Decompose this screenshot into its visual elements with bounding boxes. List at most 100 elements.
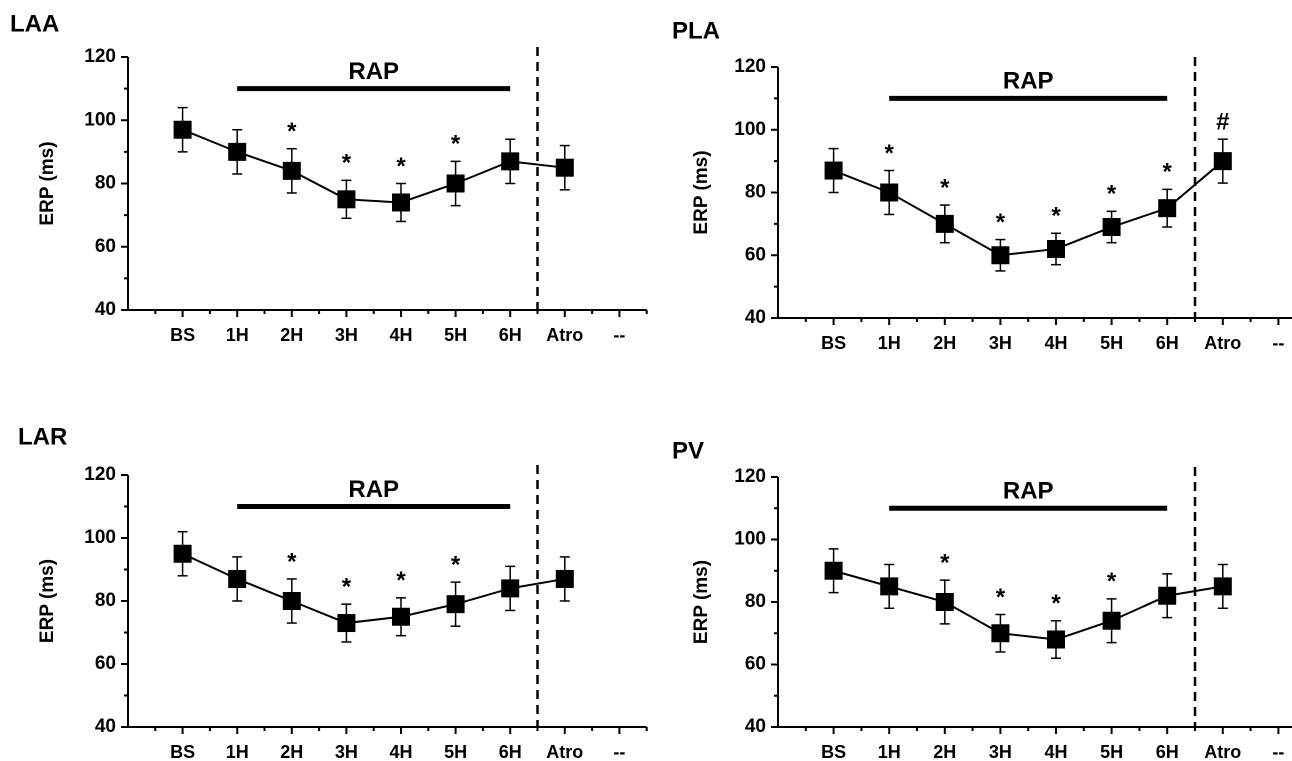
marker xyxy=(555,569,574,588)
panel-title: PLA xyxy=(672,17,720,44)
x-tick-label: 3H xyxy=(335,742,358,761)
y-tick-label: 80 xyxy=(745,591,766,612)
marker xyxy=(501,152,520,171)
panel-title: LAA xyxy=(10,10,59,37)
marker xyxy=(228,569,247,588)
panel-title: PV xyxy=(672,437,704,464)
y-tick-label: 120 xyxy=(734,56,766,77)
y-tick-label: 60 xyxy=(745,244,766,265)
y-tick-label: 40 xyxy=(95,299,116,320)
x-tick-label: BS xyxy=(170,325,195,345)
significance-label: * xyxy=(1107,181,1117,208)
span-label: RAP xyxy=(1003,478,1054,505)
x-tick-label: 5H xyxy=(444,742,467,761)
significance-label: * xyxy=(396,153,406,180)
significance-label: * xyxy=(1107,568,1117,595)
x-tick-label: 6H xyxy=(1156,742,1179,761)
y-tick-label: 80 xyxy=(95,590,116,611)
y-tick-label: 60 xyxy=(745,654,766,675)
y-tick-label: 120 xyxy=(84,46,116,67)
significance-label: * xyxy=(996,584,1006,611)
y-tick-label: 100 xyxy=(734,119,766,140)
marker xyxy=(337,190,356,209)
x-tick-label: 1H xyxy=(226,742,249,761)
significance-label: # xyxy=(1216,109,1229,136)
marker xyxy=(173,544,192,563)
x-tick-label: 4H xyxy=(1044,742,1067,761)
marker xyxy=(991,624,1010,643)
significance-label: * xyxy=(342,150,352,177)
x-tick-label: Atro xyxy=(546,325,583,345)
x-tick-label: BS xyxy=(170,742,195,761)
x-tick-label: 6H xyxy=(499,325,522,345)
x-tick-label: 5H xyxy=(1100,742,1123,761)
marker xyxy=(1102,611,1121,630)
x-tick-label: 3H xyxy=(989,742,1012,761)
x-tick-label: 1H xyxy=(878,333,901,353)
x-tick-label: 2H xyxy=(280,742,303,761)
marker xyxy=(935,593,954,611)
y-tick-label: 120 xyxy=(84,464,116,485)
significance-label: * xyxy=(451,551,461,578)
y-tick-label: 120 xyxy=(734,466,766,487)
marker xyxy=(1047,239,1065,258)
marker xyxy=(446,595,465,614)
y-axis-label: ERP (ms) xyxy=(37,141,58,225)
significance-label: * xyxy=(342,573,352,600)
x-tick-label: 6H xyxy=(499,742,522,761)
significance-label: * xyxy=(287,118,297,145)
x-tick-label: 6H xyxy=(1156,333,1179,353)
x-tick-label: Atro xyxy=(1204,742,1241,761)
marker xyxy=(1047,630,1065,649)
x-tick-label: 3H xyxy=(335,325,358,345)
significance-label: * xyxy=(1051,590,1061,617)
x-tick-label: BS xyxy=(821,742,846,761)
data-line xyxy=(182,128,565,204)
marker xyxy=(555,158,574,177)
span-label: RAP xyxy=(1003,68,1054,95)
x-tick-label: 2H xyxy=(933,333,956,353)
data-line xyxy=(833,569,1223,641)
marker xyxy=(392,193,410,212)
marker xyxy=(1158,586,1177,605)
x-tick-label: BS xyxy=(821,333,846,353)
data-line xyxy=(833,160,1224,257)
x-tick-label: 4H xyxy=(389,742,412,761)
marker xyxy=(1102,218,1121,237)
marker xyxy=(392,607,410,626)
marker xyxy=(337,614,356,633)
significance-label: * xyxy=(396,567,406,594)
x-tick-label: 3H xyxy=(989,333,1012,353)
y-axis-label: ERP (ms) xyxy=(691,560,712,644)
x-tick-label: -- xyxy=(613,325,625,345)
marker xyxy=(446,174,465,193)
x-tick-label: 2H xyxy=(933,742,956,761)
x-tick-label: 4H xyxy=(389,325,412,345)
significance-label: * xyxy=(940,549,950,576)
marker xyxy=(228,142,247,161)
y-tick-label: 40 xyxy=(95,716,116,737)
span-label: RAP xyxy=(348,476,399,503)
x-tick-label: 4H xyxy=(1044,333,1067,353)
x-tick-label: 1H xyxy=(226,325,249,345)
y-tick-label: 80 xyxy=(95,173,116,194)
x-tick-label: 5H xyxy=(444,325,467,345)
x-tick-label: -- xyxy=(1272,742,1284,761)
significance-label: * xyxy=(1163,159,1173,186)
y-tick-label: 60 xyxy=(95,236,116,257)
marker xyxy=(1158,199,1177,218)
significance-label: * xyxy=(940,174,950,201)
marker xyxy=(824,161,843,180)
y-tick-label: 40 xyxy=(745,307,766,328)
marker xyxy=(935,214,954,233)
marker xyxy=(880,183,899,202)
x-tick-label: 1H xyxy=(878,742,901,761)
marker xyxy=(824,561,843,580)
data-line xyxy=(182,552,565,625)
y-tick-label: 80 xyxy=(745,182,766,203)
y-tick-label: 100 xyxy=(734,529,766,550)
marker xyxy=(282,161,301,180)
marker xyxy=(501,579,520,598)
panel-title: LAR xyxy=(18,423,67,450)
